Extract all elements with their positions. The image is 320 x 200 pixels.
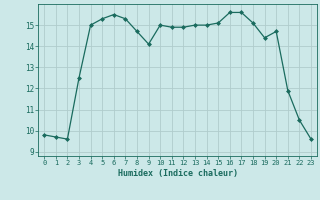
X-axis label: Humidex (Indice chaleur): Humidex (Indice chaleur)	[118, 169, 238, 178]
